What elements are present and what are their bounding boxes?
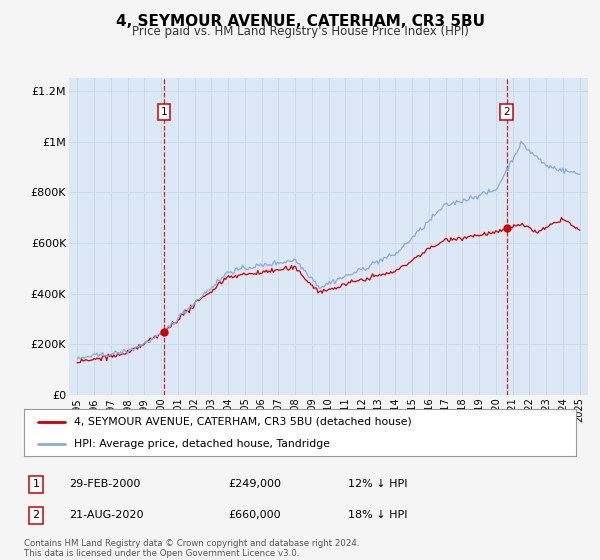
Text: 1: 1 (32, 479, 40, 489)
Text: £249,000: £249,000 (228, 479, 281, 489)
Text: Contains HM Land Registry data © Crown copyright and database right 2024.: Contains HM Land Registry data © Crown c… (24, 539, 359, 548)
Text: 2: 2 (503, 106, 510, 116)
Text: 1: 1 (161, 106, 167, 116)
Text: HPI: Average price, detached house, Tandridge: HPI: Average price, detached house, Tand… (74, 438, 329, 449)
Text: 4, SEYMOUR AVENUE, CATERHAM, CR3 5BU: 4, SEYMOUR AVENUE, CATERHAM, CR3 5BU (115, 14, 485, 29)
Text: 4, SEYMOUR AVENUE, CATERHAM, CR3 5BU (detached house): 4, SEYMOUR AVENUE, CATERHAM, CR3 5BU (de… (74, 417, 412, 427)
Text: Price paid vs. HM Land Registry's House Price Index (HPI): Price paid vs. HM Land Registry's House … (131, 25, 469, 38)
Text: 2: 2 (32, 510, 40, 520)
Text: 12% ↓ HPI: 12% ↓ HPI (348, 479, 407, 489)
Text: 21-AUG-2020: 21-AUG-2020 (69, 510, 143, 520)
Text: 29-FEB-2000: 29-FEB-2000 (69, 479, 140, 489)
Text: £660,000: £660,000 (228, 510, 281, 520)
Text: This data is licensed under the Open Government Licence v3.0.: This data is licensed under the Open Gov… (24, 549, 299, 558)
Text: 18% ↓ HPI: 18% ↓ HPI (348, 510, 407, 520)
